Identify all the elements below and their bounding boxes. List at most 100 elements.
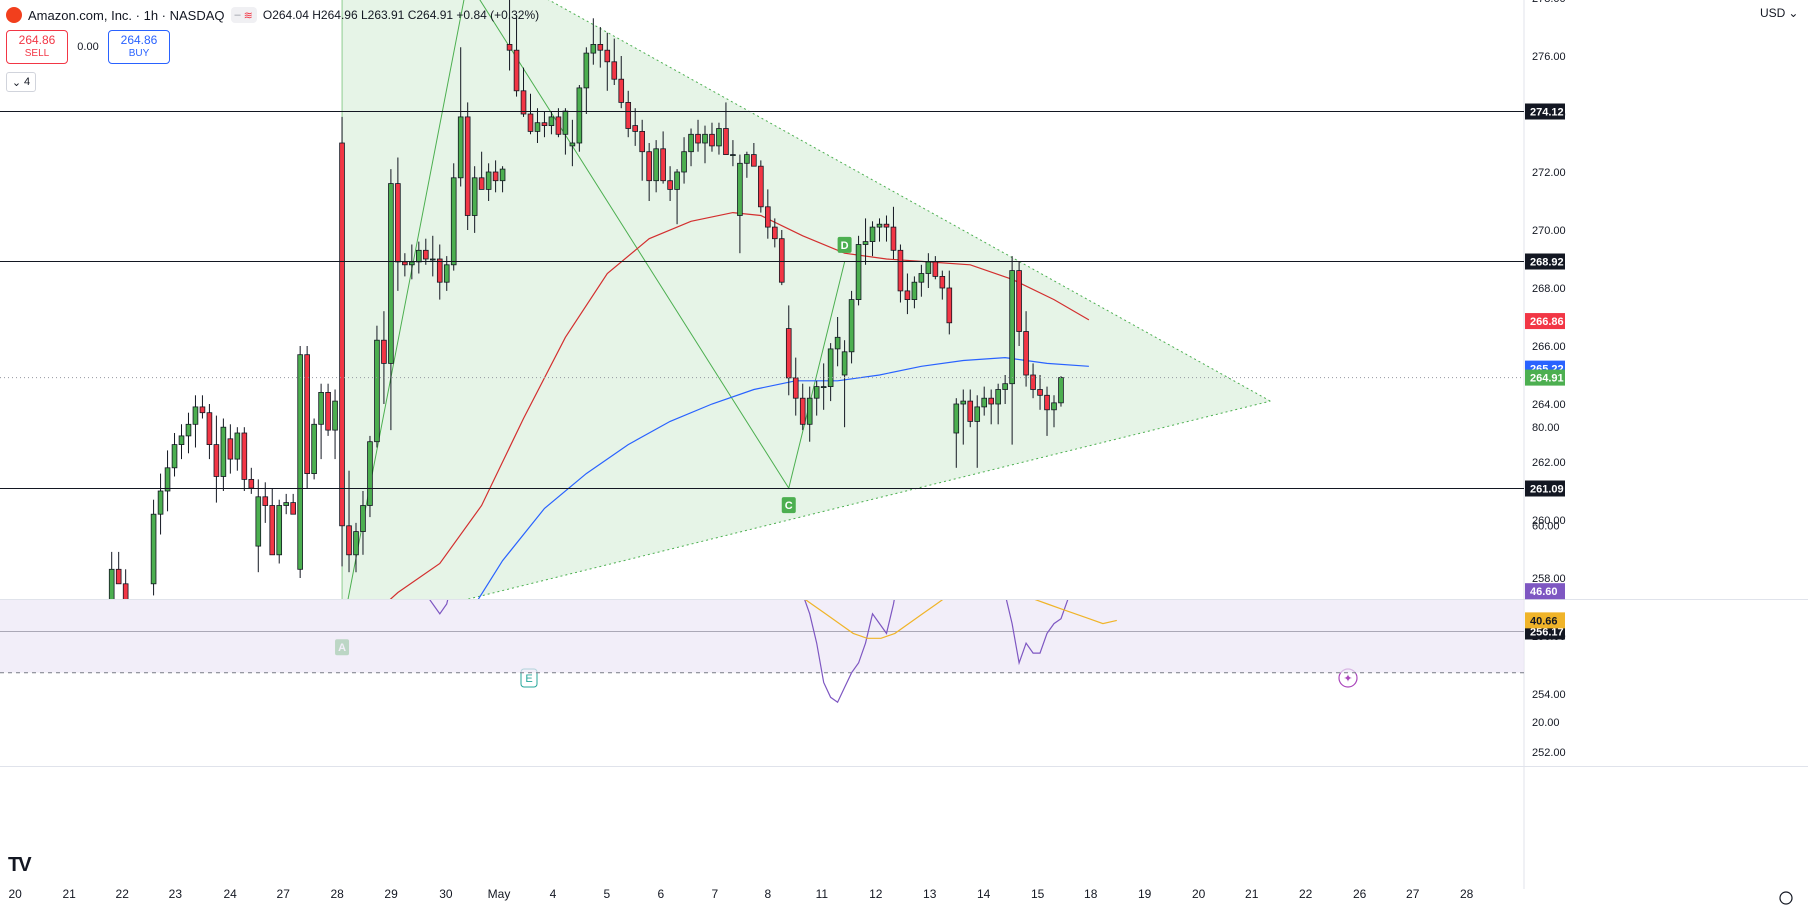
candle-body <box>1030 374 1036 390</box>
time-tick-label: 29 <box>384 887 398 901</box>
candle-body <box>632 125 638 132</box>
price-tick-label: 254.00 <box>1532 689 1566 701</box>
candle-body <box>12 688 17 714</box>
candle-body <box>953 403 960 434</box>
candle-body <box>1051 402 1057 411</box>
time-tick-label: 20 <box>1192 887 1206 901</box>
buy-button[interactable]: 264.86 BUY <box>108 30 170 64</box>
pattern-point-label: D <box>841 240 849 252</box>
candle-body <box>429 258 436 261</box>
price-tick-label: 278.00 <box>1532 0 1566 5</box>
candle-body <box>974 406 981 422</box>
candle-body <box>1023 331 1029 376</box>
candle-body <box>150 513 157 585</box>
candle-body <box>792 377 799 399</box>
candle-body <box>171 444 178 469</box>
candle-body <box>436 258 443 283</box>
candle-body <box>653 148 659 182</box>
logo-text: TV <box>8 854 32 876</box>
candle-body <box>618 78 625 103</box>
candle-body <box>751 154 757 167</box>
candle-body <box>569 142 576 147</box>
time-tick-label: 22 <box>1299 887 1313 901</box>
time-tick-label: 11 <box>816 887 829 901</box>
header-tools[interactable]: ‒ ≋ <box>230 7 257 23</box>
candle-body <box>360 505 366 533</box>
candle-body <box>625 102 632 129</box>
rsi-ma-line <box>804 600 1117 639</box>
candle-body <box>213 444 220 477</box>
candle-body <box>374 339 380 443</box>
price-tick-label: 272.00 <box>1532 167 1566 179</box>
candle-body <box>799 397 806 425</box>
candle-body <box>60 697 65 723</box>
ma-blue-line <box>477 356 1089 599</box>
candle-body <box>164 467 171 492</box>
candle-body <box>108 568 115 599</box>
time-tick-label: 28 <box>1460 887 1474 901</box>
candle-body <box>276 505 283 556</box>
time-tick-label: 4 <box>550 887 557 901</box>
candle-body <box>402 261 408 266</box>
candle-body <box>890 226 897 251</box>
pattern-point-bg <box>781 497 796 514</box>
price-level-tag: 274.12 <box>1530 107 1564 119</box>
candle-body <box>115 568 122 585</box>
symbol-title[interactable]: Amazon.com, Inc. · 1h · NASDAQ <box>28 7 225 23</box>
candle-body <box>311 423 317 474</box>
candle-body <box>806 397 813 425</box>
candle-body <box>911 281 918 301</box>
candle-body <box>988 397 994 405</box>
rsi-tag: 40.66 <box>1530 615 1558 627</box>
candle-body <box>318 391 324 425</box>
rsi-band <box>0 600 1524 673</box>
price-level-tag: 268.92 <box>1530 257 1564 269</box>
close-value: 264.91 <box>416 8 454 22</box>
candle-body <box>227 438 234 460</box>
time-tick-label: 28 <box>330 887 344 901</box>
candle-body <box>1009 270 1015 385</box>
rsi-tick-label: 80.00 <box>1532 422 1560 434</box>
candle-body <box>785 328 792 379</box>
candle-body <box>876 223 883 228</box>
candle-body <box>199 406 206 414</box>
candle-body <box>513 49 520 92</box>
candle-body <box>485 171 492 190</box>
candle-body <box>178 435 185 445</box>
candle-body <box>353 531 359 556</box>
minus-icon[interactable]: ‒ <box>234 9 241 21</box>
indicators-toggle[interactable]: ⌄ 4 <box>6 72 36 92</box>
candle-body <box>848 299 855 353</box>
candle-body <box>730 154 736 157</box>
candle-body <box>688 133 694 153</box>
candle-body <box>422 249 429 260</box>
candle-body <box>583 52 590 89</box>
candle-body <box>478 177 485 190</box>
candle-body <box>381 339 387 364</box>
time-tick-label: 18 <box>1084 887 1098 901</box>
open-label: O <box>262 8 273 22</box>
candle-body <box>723 128 729 156</box>
currency-select[interactable]: USD ⌄ <box>1760 6 1798 20</box>
price-tick-label: 276.00 <box>1532 51 1566 63</box>
candle-body <box>765 206 771 228</box>
candle-body <box>520 90 527 115</box>
candle-body <box>416 249 422 263</box>
candle-body <box>290 502 296 515</box>
time-tick-label: 21 <box>1245 887 1259 901</box>
candle-body <box>1058 377 1064 404</box>
candle-body <box>1037 389 1043 396</box>
candle-body <box>367 441 373 506</box>
buy-price: 264.86 <box>120 33 158 47</box>
candle-body <box>639 130 645 153</box>
candle-body <box>541 122 548 126</box>
wave-icon[interactable]: ≋ <box>243 9 253 22</box>
candle-body <box>904 290 911 300</box>
sell-button[interactable]: 264.86 SELL <box>6 30 68 64</box>
candle-body <box>471 177 478 216</box>
time-tick-label: 12 <box>869 887 883 901</box>
candle-body <box>450 177 457 266</box>
candle-body <box>611 61 618 80</box>
candle-body <box>925 261 932 274</box>
